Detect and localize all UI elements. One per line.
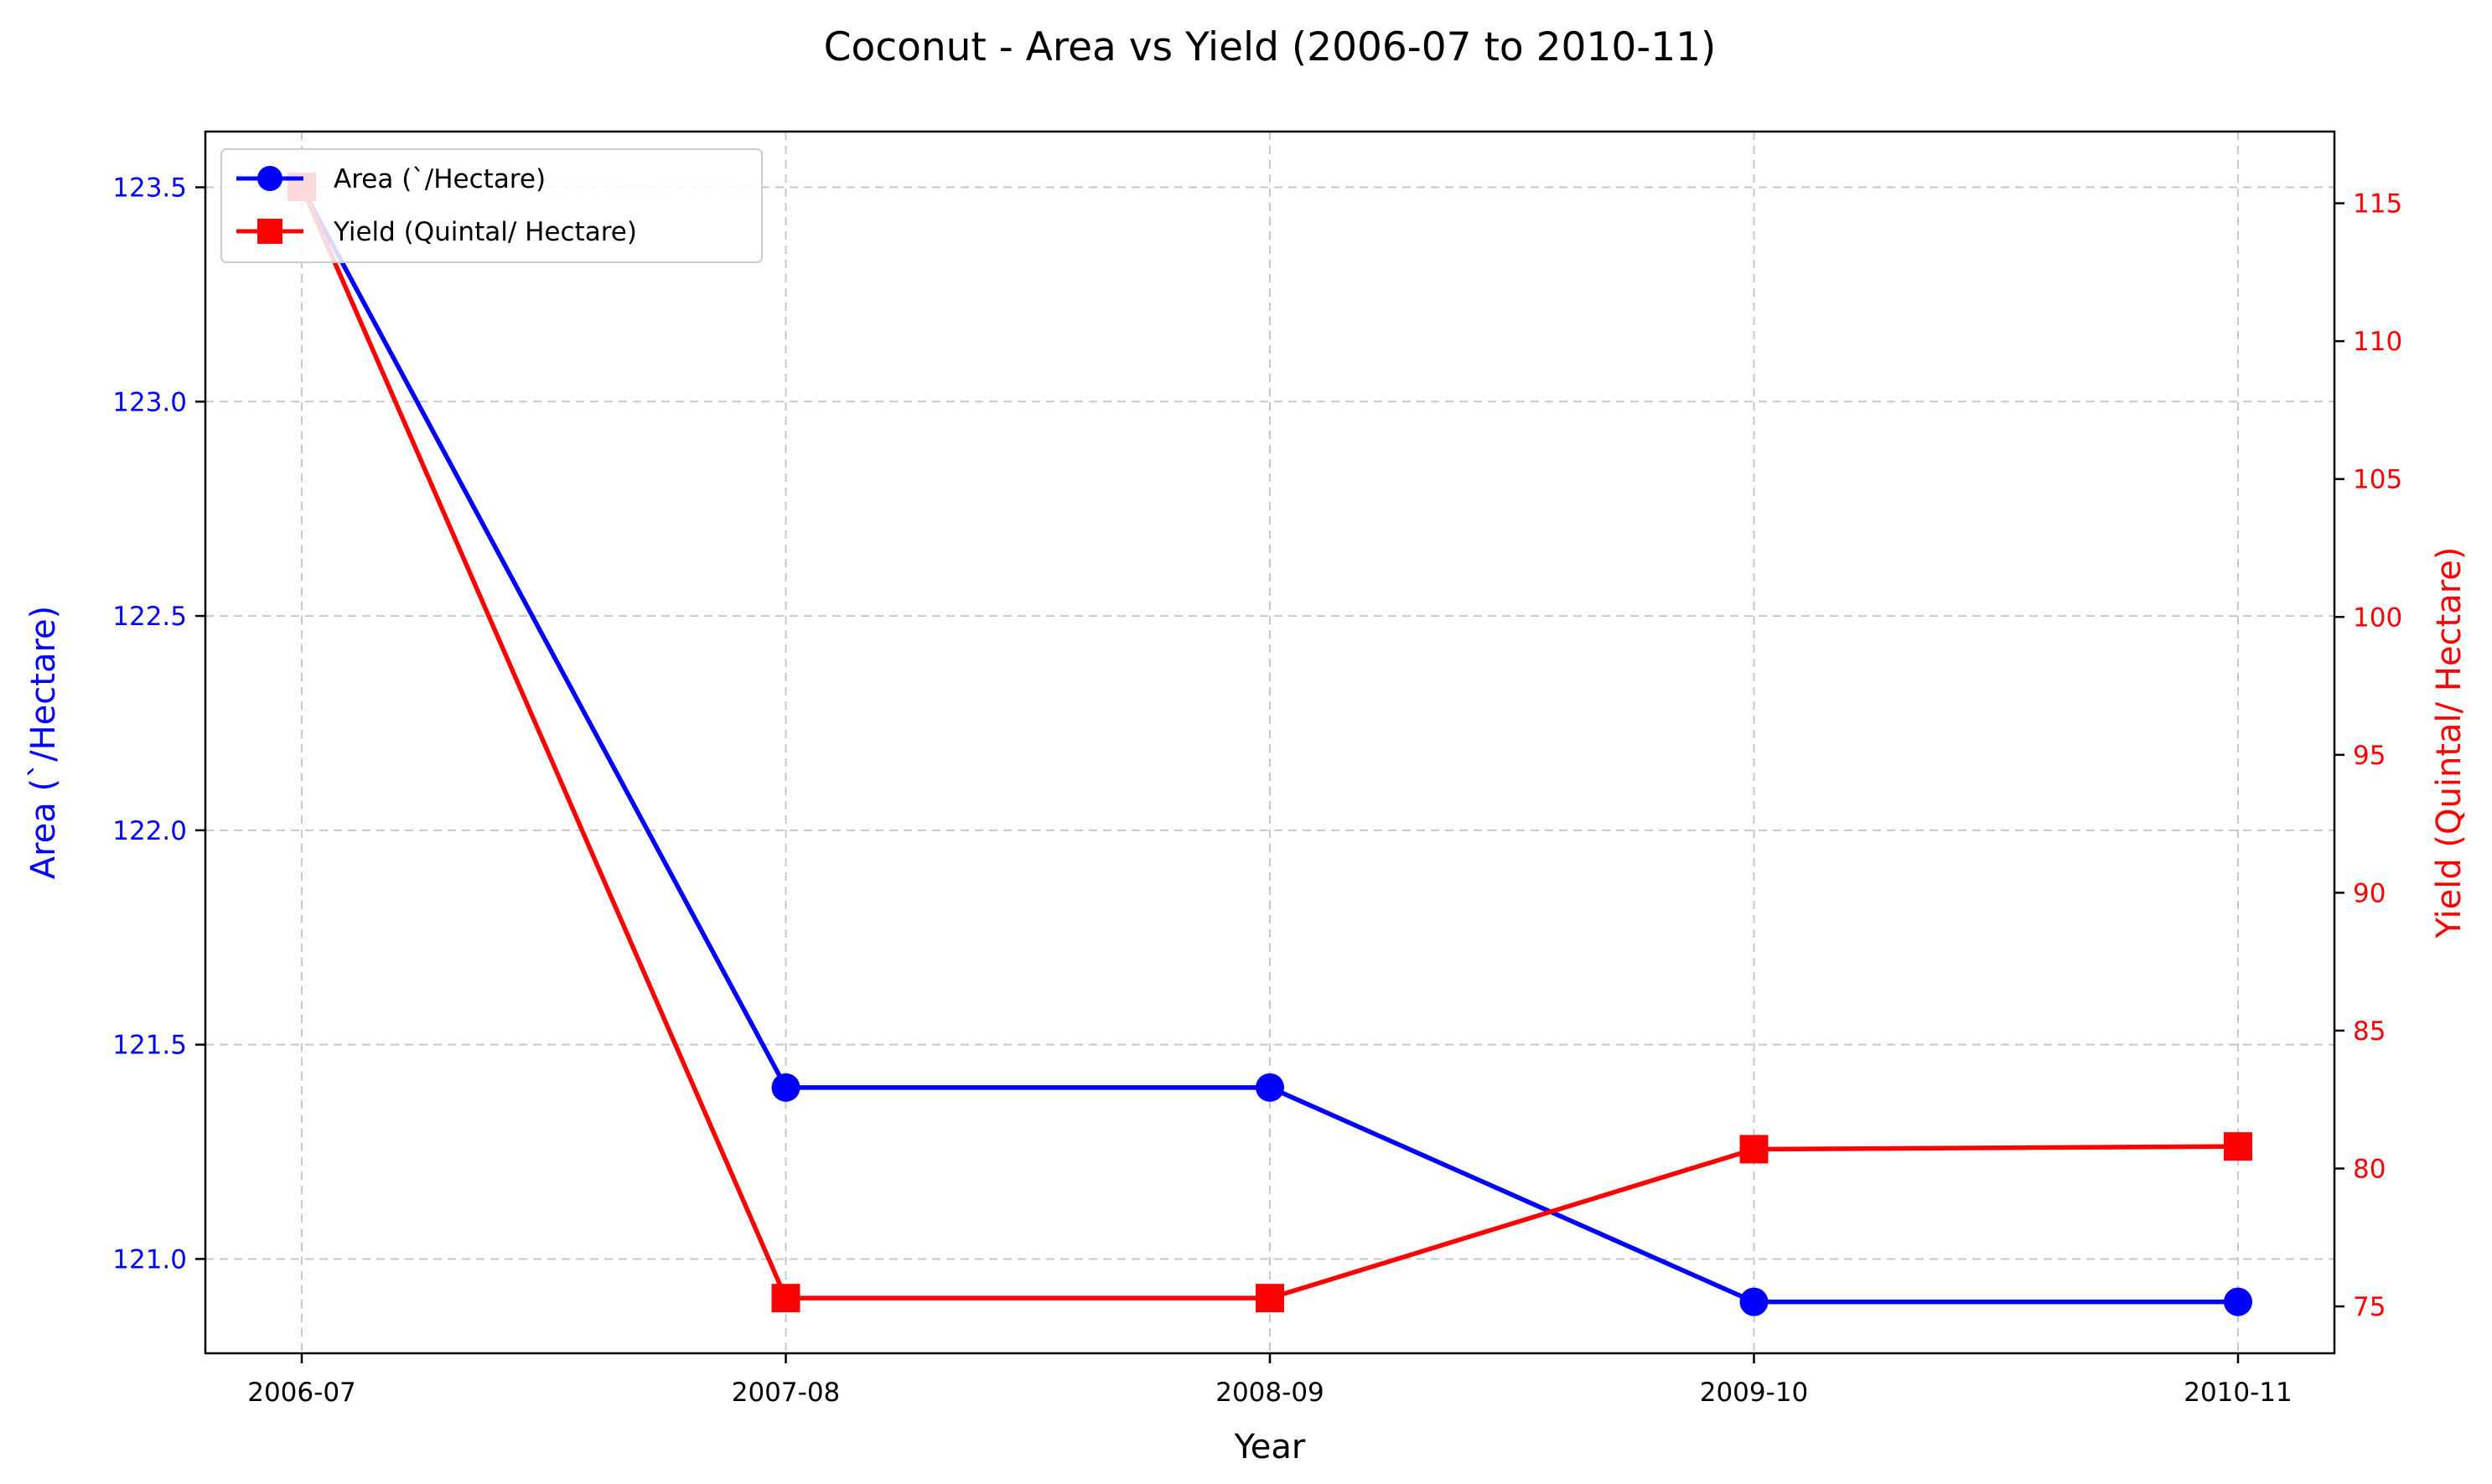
- left-tick-label: 123.5: [112, 173, 187, 204]
- legend-label-area: Area (`/Hectare): [334, 164, 546, 194]
- left-y-axis: 121.0 121.5 122.0 122.5 123.0 123.5: [112, 173, 205, 1275]
- legend-marker-yield: [257, 219, 282, 244]
- chart-title: Coconut - Area vs Yield (2006-07 to 2010…: [824, 24, 1717, 70]
- data-point-area: [2224, 1287, 2252, 1316]
- right-y-axis: 75 80 85 90 95 100 105 110 115: [2334, 189, 2402, 1322]
- data-point-yield: [1256, 1284, 1284, 1313]
- left-tick-label: 121.5: [112, 1031, 187, 1061]
- x-axis-title: Year: [1234, 1428, 1306, 1466]
- right-tick-label: 75: [2353, 1292, 2386, 1322]
- x-tick-label: 2006-07: [247, 1378, 356, 1408]
- right-tick-label: 85: [2353, 1016, 2386, 1047]
- x-tick-label: 2008-09: [1215, 1378, 1324, 1408]
- series-layer: [288, 172, 2252, 1316]
- data-point-area: [1256, 1073, 1284, 1102]
- right-tick-label: 90: [2353, 878, 2386, 908]
- left-axis-title: Area (`/Hectare): [24, 606, 63, 880]
- right-tick-label: 110: [2353, 327, 2402, 357]
- right-tick-label: 80: [2353, 1154, 2386, 1184]
- right-tick-label: 115: [2353, 189, 2402, 220]
- legend-marker-area: [257, 166, 282, 191]
- data-point-yield: [1739, 1135, 1769, 1164]
- right-tick-label: 95: [2353, 741, 2386, 771]
- left-tick-label: 123.0: [112, 387, 187, 417]
- legend-box: [220, 148, 763, 263]
- right-tick-label: 100: [2353, 602, 2402, 633]
- x-axis: 2006-07 2007-08 2008-09 2009-10 2010-11: [247, 1353, 2293, 1408]
- data-point-area: [771, 1073, 800, 1102]
- left-tick-label: 122.0: [112, 816, 187, 846]
- legend-label-yield: Yield (Quintal/ Hectare): [333, 217, 637, 247]
- x-tick-label: 2007-08: [732, 1378, 841, 1408]
- left-tick-label: 122.5: [112, 602, 187, 632]
- data-point-yield: [771, 1284, 800, 1313]
- x-tick-label: 2010-11: [2184, 1378, 2293, 1408]
- x-tick-label: 2009-10: [1700, 1378, 1809, 1408]
- legend: Area (`/Hectare) Yield (Quintal/ Hectare…: [220, 148, 763, 263]
- left-tick-label: 121.0: [112, 1244, 187, 1275]
- data-point-area: [1739, 1287, 1769, 1316]
- right-tick-label: 105: [2353, 465, 2402, 495]
- right-axis-title: Yield (Quintal/ Hectare): [2430, 546, 2469, 938]
- data-point-yield: [2224, 1132, 2252, 1161]
